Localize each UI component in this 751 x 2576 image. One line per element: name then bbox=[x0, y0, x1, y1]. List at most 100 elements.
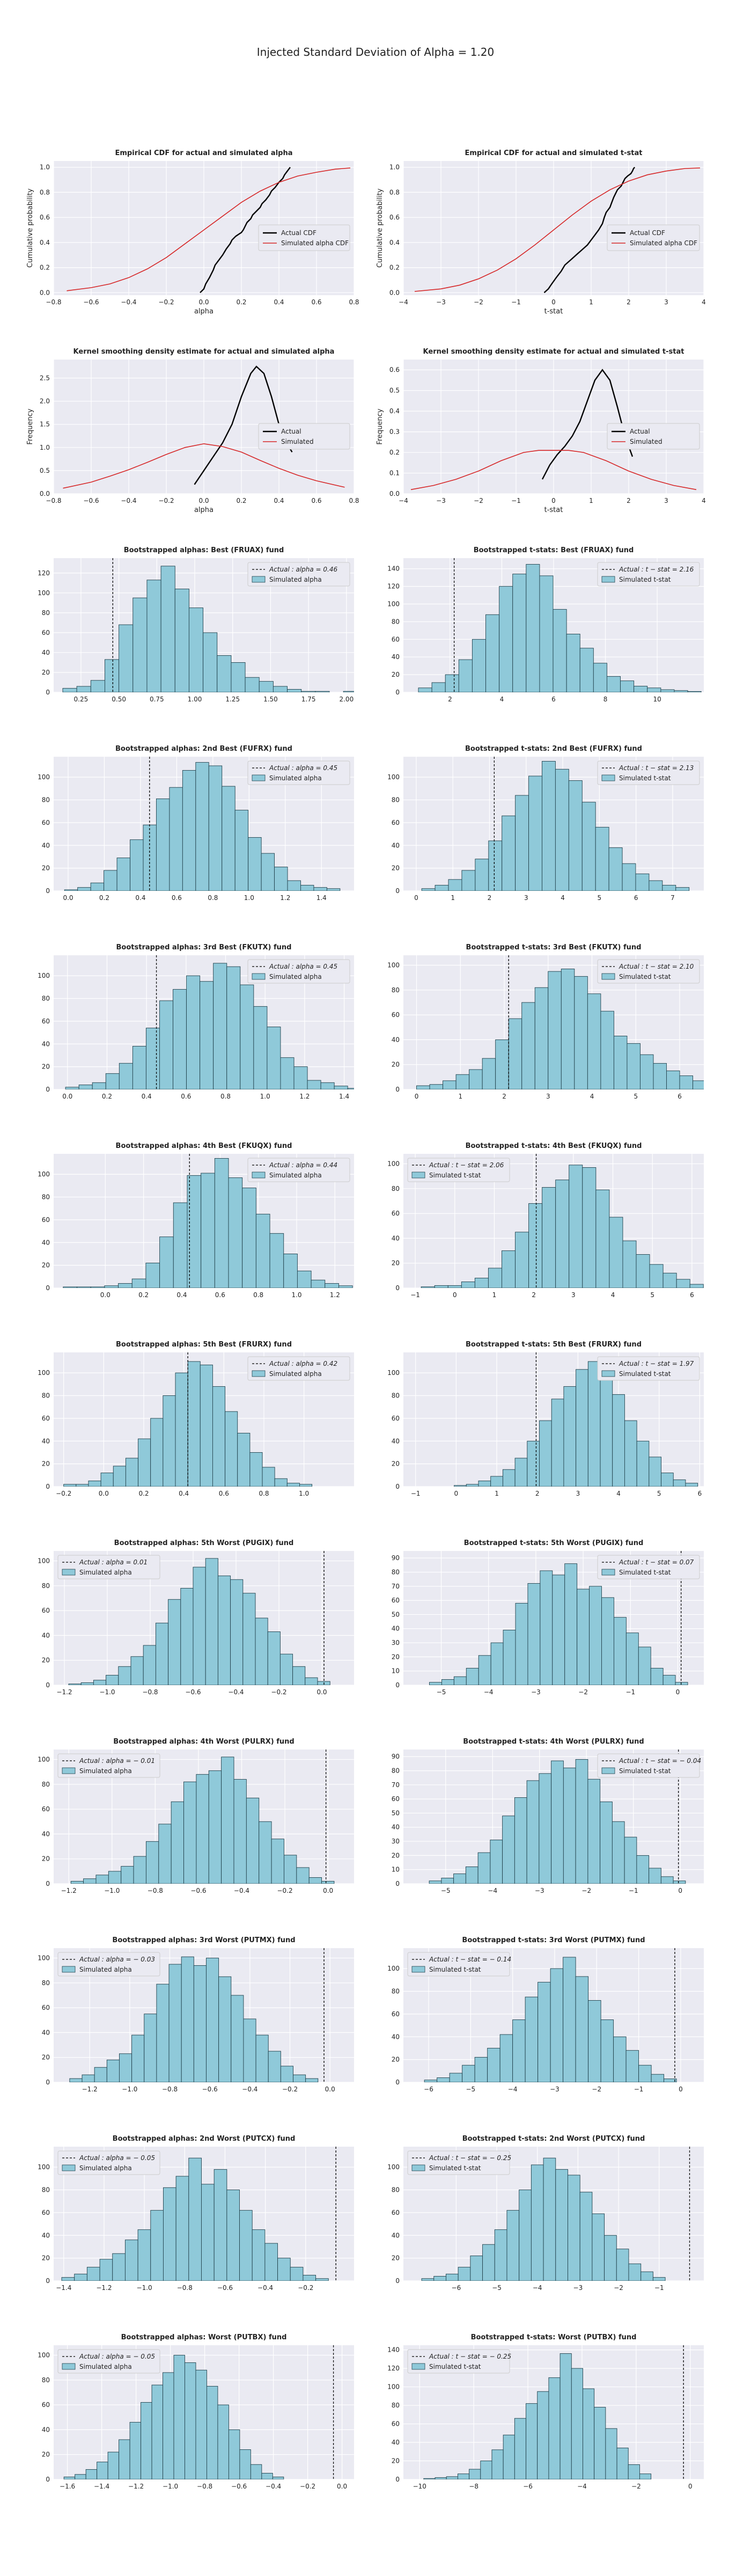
legend: Actual Simulated bbox=[258, 423, 350, 450]
legend-label: Simulated alpha bbox=[79, 2363, 132, 2370]
histogram-bar bbox=[186, 975, 201, 1089]
y-tick-label: 60 bbox=[392, 1795, 400, 1803]
x-tick-label: 1 bbox=[589, 497, 593, 504]
histogram-bar bbox=[589, 1586, 602, 1685]
histogram-bar bbox=[173, 1202, 188, 1288]
histogram-bar bbox=[228, 1177, 243, 1288]
x-tick-label: 2 bbox=[627, 497, 631, 504]
x-tick-label: 1.0 bbox=[291, 1291, 301, 1299]
x-tick-label: 0.4 bbox=[176, 1291, 187, 1299]
x-tick-label: −3 bbox=[436, 497, 446, 504]
histogram-bar bbox=[482, 2244, 495, 2281]
plot-content bbox=[424, 1948, 677, 2082]
legend-label: Simulated bbox=[630, 438, 662, 445]
x-tick-label: −2 bbox=[631, 2483, 641, 2490]
y-tick-label: 60 bbox=[42, 1415, 50, 1422]
histogram-bar bbox=[151, 2384, 163, 2479]
legend: Actual : alpha = 0.01 Simulated alpha bbox=[57, 1555, 160, 1579]
histogram-bar bbox=[267, 1027, 281, 1089]
legend-swatch bbox=[62, 1569, 76, 1576]
subplot-title: Bootstrapped alphas: 5th Best (FRURX) fu… bbox=[116, 1341, 292, 1349]
x-tick-label: −3 bbox=[535, 1887, 544, 1894]
histogram-bar bbox=[595, 1189, 610, 1288]
histogram-bar bbox=[540, 1570, 553, 1685]
y-tick-label: 20 bbox=[42, 865, 50, 872]
histogram-bar bbox=[174, 588, 189, 692]
histogram-bar bbox=[125, 1458, 138, 1487]
y-tick-label: 40 bbox=[392, 1234, 400, 1242]
histogram-bar bbox=[640, 1054, 654, 1089]
histogram-bar bbox=[569, 1165, 583, 1288]
histogram-bar bbox=[143, 1645, 156, 1685]
subplot-20: −6 −5 −4 −3 −2 −1 0 0 20 40 60 80 100 Bootstrapped t-… bbox=[387, 1936, 704, 2093]
y-tick-label: 100 bbox=[387, 601, 400, 608]
y-tick-label: 0.8 bbox=[40, 188, 50, 196]
histogram-bar bbox=[201, 1173, 215, 1288]
histogram-bar bbox=[514, 1458, 528, 1487]
histogram-bar bbox=[77, 1286, 91, 1288]
legend-label: Simulated alpha bbox=[269, 973, 322, 980]
plot-content bbox=[69, 1948, 325, 2082]
histogram-bar bbox=[475, 859, 489, 891]
plot-content bbox=[418, 558, 702, 692]
legend-box bbox=[407, 1952, 510, 1977]
x-tick-label: −0.8 bbox=[148, 1887, 163, 1894]
histogram-bar bbox=[343, 691, 354, 692]
y-tick-label: 20 bbox=[42, 1657, 50, 1664]
subplot-5: 0.25 0.50 0.75 1.00 1.25 1.50 1.75 2.00 0 20 40 60 8… bbox=[38, 546, 354, 703]
x-tick-label: −0.6 bbox=[83, 497, 99, 504]
histogram-bar bbox=[76, 1484, 89, 1487]
histogram-bar bbox=[75, 2474, 86, 2479]
legend-box bbox=[597, 1555, 700, 1579]
y-tick-label: 0.0 bbox=[40, 490, 50, 497]
histogram-bar bbox=[482, 1058, 496, 1089]
subplot-title: Bootstrapped alphas: 3rd Best (FKUTX) fu… bbox=[116, 943, 292, 952]
legend: Actual : alpha = − 0.01 Simulated alpha bbox=[57, 1753, 160, 1778]
histogram-bar bbox=[185, 2362, 196, 2479]
histogram-bar bbox=[320, 1082, 335, 1089]
subplot-23: −1.6 −1.4 −1.2 −1.0 −0.8 −0.6 −0.4 −0.2 0.0 0 20 40… bbox=[38, 2333, 354, 2490]
histogram-bar bbox=[300, 884, 314, 891]
x-tick-label: 0 bbox=[414, 894, 418, 902]
x-tick-label: 0 bbox=[551, 298, 556, 306]
histogram-bar bbox=[305, 2078, 319, 2082]
legend: Actual : alpha = − 0.03 Simulated alpha bbox=[57, 1952, 160, 1977]
histogram-bar bbox=[68, 1684, 82, 1685]
subplot-title: Bootstrapped alphas: 2nd Best (FUFRX) fu… bbox=[115, 745, 292, 753]
subplot-title: Bootstrapped t-stats: 3rd Best (FKUTX) f… bbox=[466, 943, 642, 952]
legend: Actual : t − stat = − 0.14 Simulated t-st… bbox=[407, 1952, 511, 1977]
histogram-bar bbox=[421, 2278, 435, 2281]
histogram-bar bbox=[97, 2462, 108, 2479]
histogram-bar bbox=[237, 1432, 251, 1487]
x-tick-label: 0 bbox=[688, 2483, 693, 2490]
y-tick-label: 40 bbox=[42, 1830, 50, 1838]
histogram-bar bbox=[163, 2187, 176, 2281]
y-tick-label: 20 bbox=[392, 2056, 400, 2063]
histogram-bar bbox=[490, 1476, 503, 1487]
histogram-bar bbox=[506, 2210, 520, 2281]
plot-content bbox=[429, 1551, 688, 1685]
histogram-bar bbox=[660, 689, 675, 692]
subplot-title: Kernel smoothing density estimate for ac… bbox=[423, 348, 684, 356]
x-tick-label: −1 bbox=[625, 1688, 635, 1696]
x-tick-label: 0.6 bbox=[181, 1093, 191, 1100]
histogram-bar bbox=[469, 2469, 481, 2479]
legend-label: Simulated alpha bbox=[79, 1966, 132, 1973]
legend-label: Actual : alpha = 0.46 bbox=[269, 566, 338, 573]
histogram-bar bbox=[531, 2164, 544, 2281]
x-tick-label: 4 bbox=[590, 1093, 594, 1100]
x-tick-label: −1.2 bbox=[82, 2085, 98, 2093]
y-tick-label: 40 bbox=[392, 1437, 400, 1445]
histogram-bar bbox=[203, 632, 218, 692]
y-tick-label: 40 bbox=[42, 649, 50, 656]
legend: Actual : t − stat = 2.06 Simulated t-stat bbox=[407, 1158, 510, 1182]
histogram-bar bbox=[587, 1779, 601, 1884]
histogram-bar bbox=[163, 1395, 176, 1487]
y-tick-label: 80 bbox=[392, 2402, 400, 2409]
histogram-bar bbox=[131, 1278, 146, 1288]
y-tick-label: 90 bbox=[392, 1554, 400, 1562]
histogram-bar bbox=[431, 682, 446, 692]
histogram-bars bbox=[68, 1558, 330, 1685]
x-tick-label: 1 bbox=[492, 1291, 497, 1299]
